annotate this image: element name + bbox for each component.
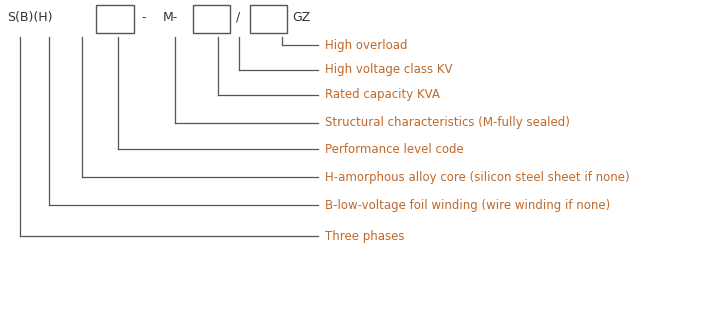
- Text: -: -: [141, 11, 146, 24]
- Text: M-: M-: [163, 11, 178, 24]
- Text: Performance level code: Performance level code: [325, 143, 463, 156]
- Text: Structural characteristics (M-fully sealed): Structural characteristics (M-fully seal…: [325, 116, 570, 129]
- Text: GZ: GZ: [293, 11, 311, 24]
- Text: High overload: High overload: [325, 39, 408, 52]
- Text: /: /: [236, 11, 240, 24]
- Text: H-amorphous alloy core (silicon steel sheet if none): H-amorphous alloy core (silicon steel sh…: [325, 171, 630, 184]
- Text: High voltage class KV: High voltage class KV: [325, 63, 453, 77]
- Text: Rated capacity KVA: Rated capacity KVA: [325, 88, 440, 101]
- Bar: [96, 5, 134, 33]
- Bar: [193, 5, 230, 33]
- Text: S(B)(H): S(B)(H): [7, 11, 53, 24]
- Text: B-low-voltage foil winding (wire winding if none): B-low-voltage foil winding (wire winding…: [325, 199, 610, 212]
- Bar: [250, 5, 287, 33]
- Text: Three phases: Three phases: [325, 230, 404, 243]
